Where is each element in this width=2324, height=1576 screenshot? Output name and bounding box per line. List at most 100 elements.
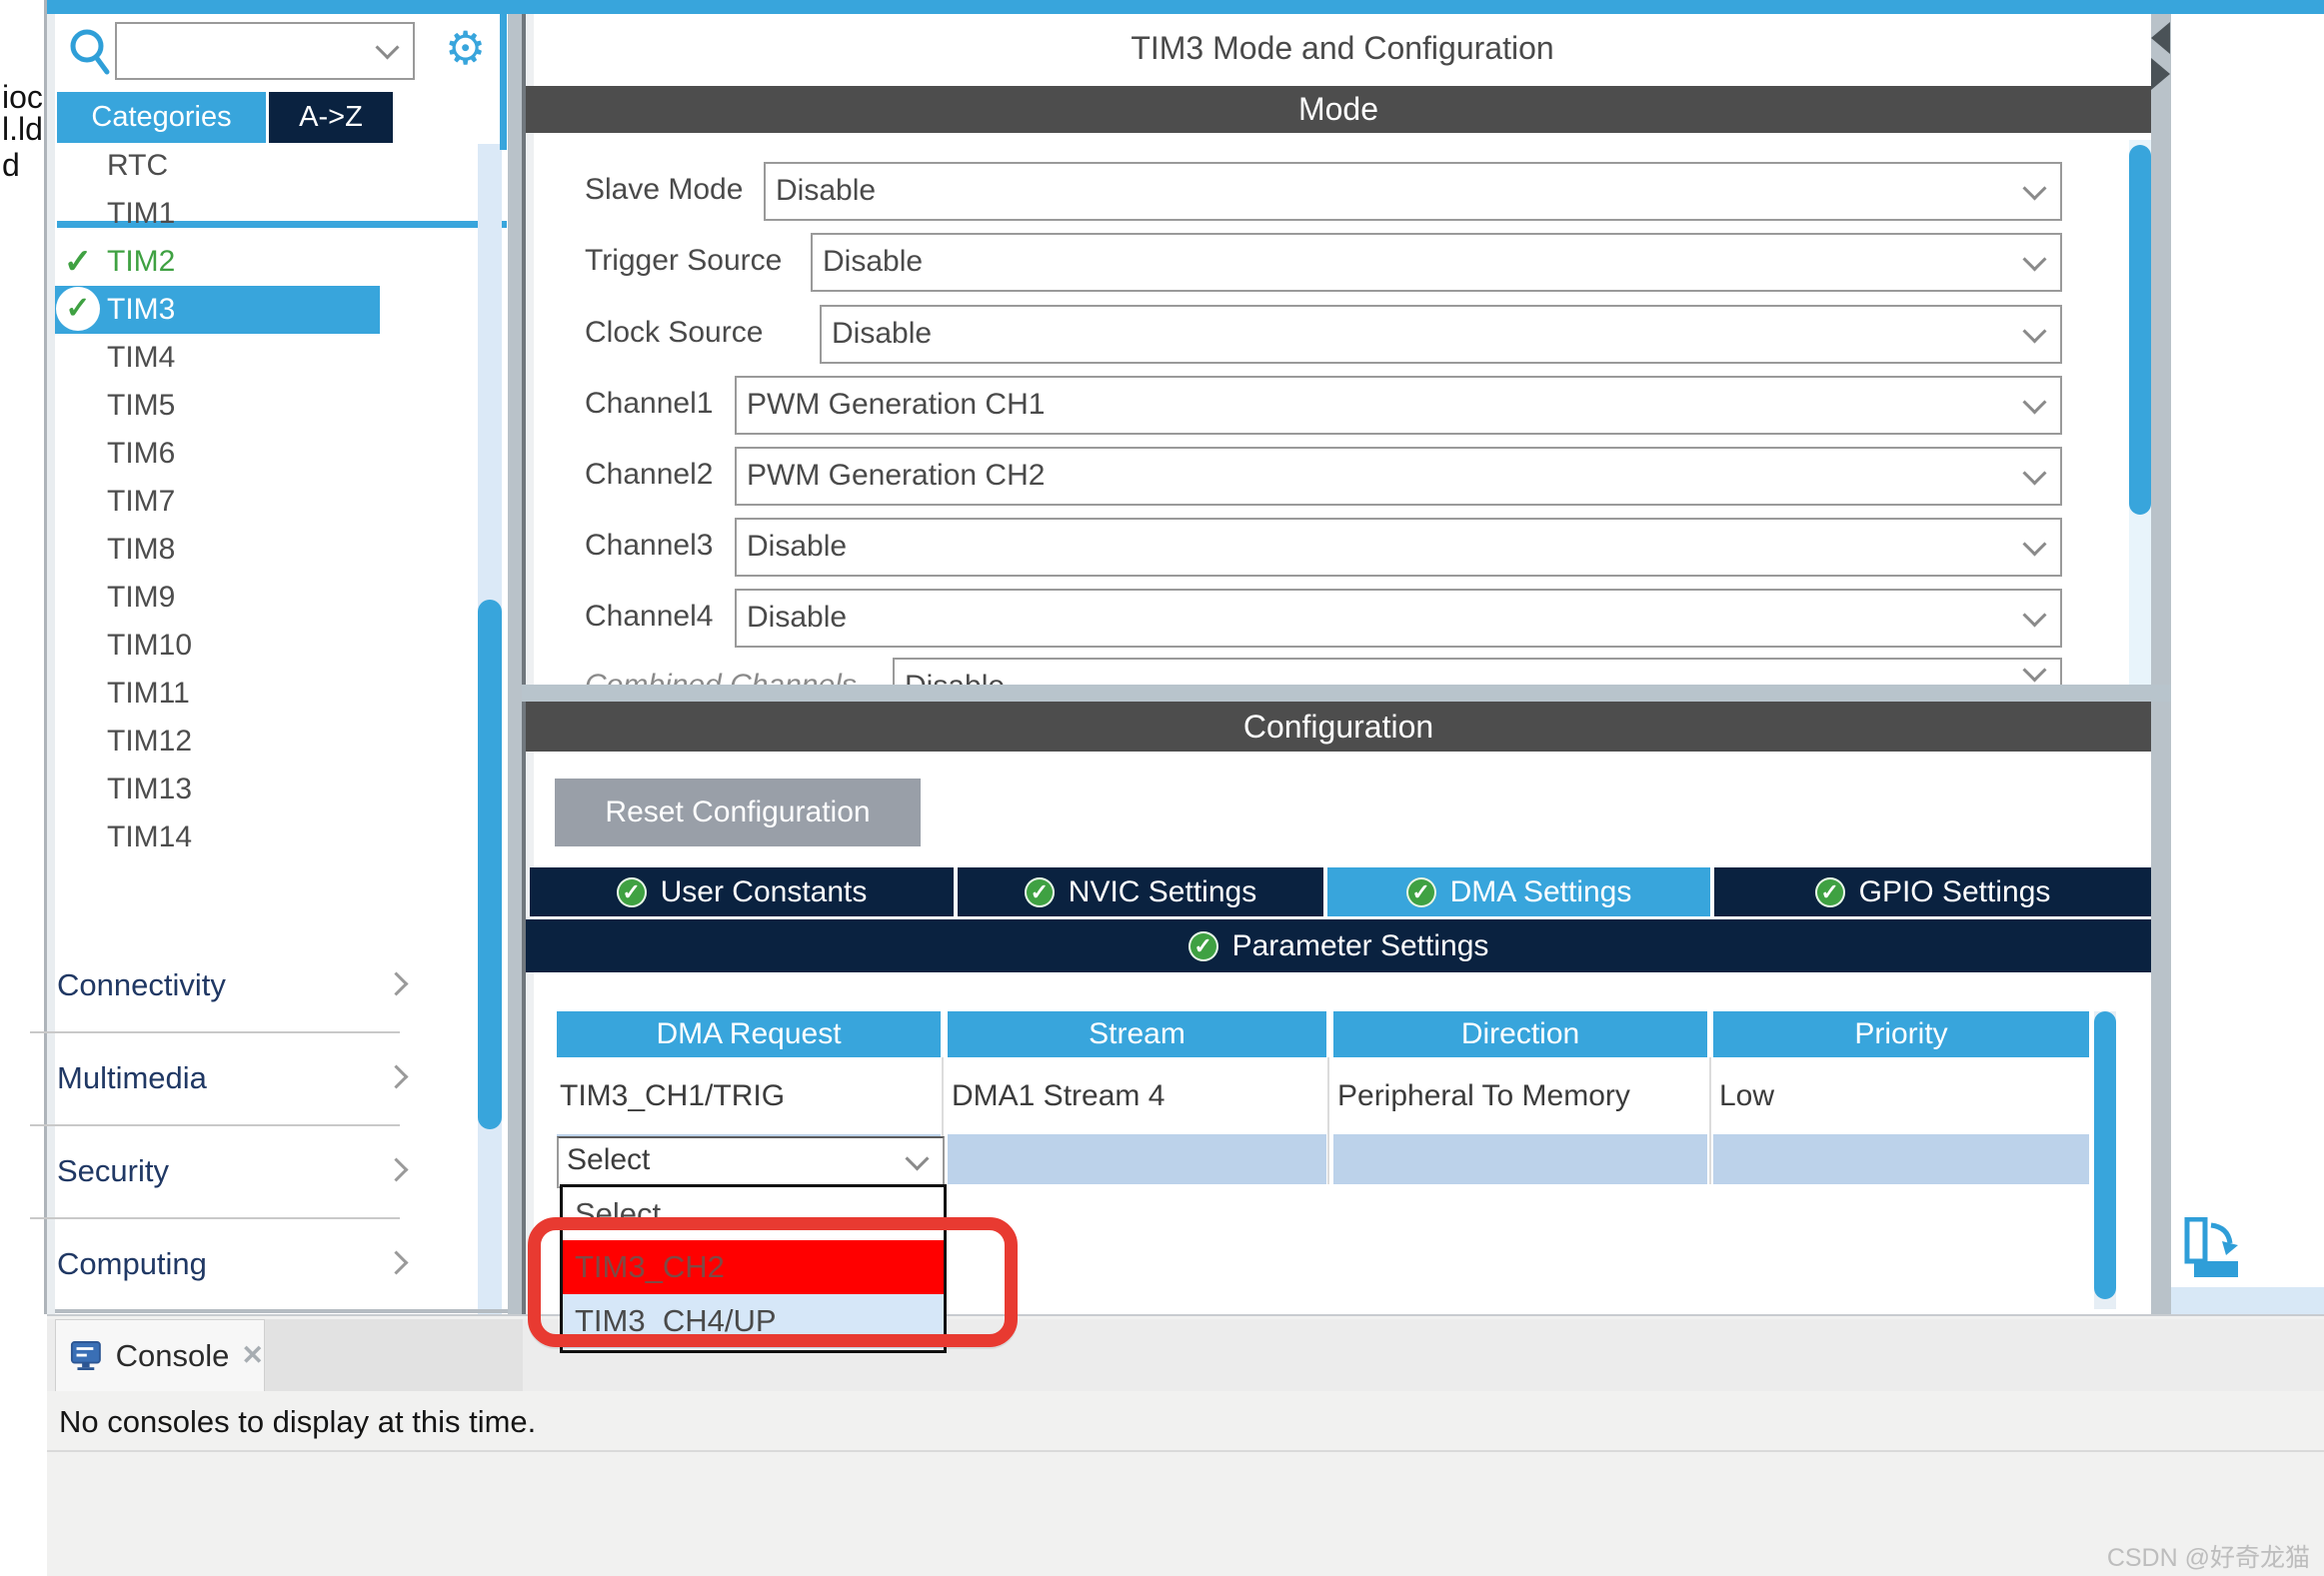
slave-mode-select[interactable]: Disable <box>764 162 2062 221</box>
channel3-label: Channel3 <box>585 529 714 562</box>
page-title: TIM3 Mode and Configuration <box>1131 30 1554 66</box>
clock-source-value: Disable <box>832 317 933 350</box>
sidebar-item-label: TIM2 <box>107 245 176 278</box>
sidebar-item-tim5[interactable]: TIM5 <box>107 389 176 422</box>
dropdown-option-tim3-ch2-highlighted[interactable]: TIM3_CH2 <box>563 1240 944 1294</box>
new-row-cell <box>948 1134 1326 1184</box>
tab-user-constants[interactable]: ✓ User Constants <box>530 867 954 916</box>
tab-categories[interactable]: Categories <box>57 92 266 143</box>
panel-divider <box>44 0 47 1314</box>
sidebar-group-computing[interactable]: Computing <box>30 1240 430 1288</box>
sidebar-item-tim13[interactable]: TIM13 <box>107 773 193 805</box>
explorer-file-fragment: d <box>2 147 20 183</box>
group-divider <box>30 1124 400 1126</box>
configuration-section-header: Configuration <box>526 702 2151 752</box>
new-row-cell <box>1333 1134 1707 1184</box>
dma-request-select-value: Select <box>567 1143 651 1176</box>
sidebar-item-tim6[interactable]: TIM6 <box>107 437 176 470</box>
explorer-file-fragment: l.ld <box>2 111 43 147</box>
sidebar-item-tim12[interactable]: TIM12 <box>107 725 193 758</box>
collapse-left-icon[interactable] <box>2151 22 2170 54</box>
console-tab[interactable]: Console ✕ <box>55 1319 265 1391</box>
dma-request-select[interactable]: Select <box>557 1136 945 1188</box>
mode-scrollbar-thumb[interactable] <box>2129 145 2151 515</box>
slave-mode-value: Disable <box>776 174 877 207</box>
channel4-value: Disable <box>747 601 848 634</box>
channel2-select[interactable]: PWM Generation CH2 <box>735 447 2062 506</box>
table-cell-priority[interactable]: Low <box>1719 1079 1775 1112</box>
peripheral-list: RTC TIM1 ✓ TIM2 ✓ TIM3 TIM4 TIM5 TIM6 TI… <box>55 142 380 861</box>
sidebar-item-tim8[interactable]: TIM8 <box>107 533 176 566</box>
table-cell-stream[interactable]: DMA1 Stream 4 <box>952 1079 1165 1112</box>
group-divider <box>30 1031 400 1033</box>
sidebar-group-multimedia[interactable]: Multimedia <box>30 1054 430 1126</box>
search-input[interactable] <box>115 22 415 80</box>
tab-label: GPIO Settings <box>1858 874 2051 908</box>
trigger-source-label: Trigger Source <box>585 244 783 277</box>
chevron-down-icon <box>2022 245 2048 271</box>
combined-channels-value: Disable <box>905 670 1006 687</box>
main-panel-border <box>522 14 526 1314</box>
pinout-view-edge-panel <box>2171 14 2324 1287</box>
channel3-select[interactable]: Disable <box>735 518 2062 577</box>
chevron-down-icon <box>2022 530 2048 556</box>
column-separator <box>942 1057 944 1184</box>
group-label: Connectivity <box>57 967 226 1002</box>
combined-channels-select[interactable]: Disable <box>893 658 2062 687</box>
close-icon[interactable]: ✕ <box>241 1340 264 1370</box>
sidebar-item-tim2[interactable]: ✓ TIM2 <box>55 238 380 286</box>
reset-configuration-button[interactable]: Reset Configuration <box>555 779 921 846</box>
chevron-down-icon <box>2022 388 2048 414</box>
sidebar-item-tim11[interactable]: TIM11 <box>107 677 190 710</box>
sidebar-item-tim4[interactable]: TIM4 <box>107 341 176 374</box>
table-cell-dma-request[interactable]: TIM3_CH1/TRIG <box>560 1079 786 1112</box>
chevron-down-icon <box>2022 660 2048 682</box>
check-circle-icon: ✓ <box>1187 930 1218 961</box>
rotate-view-icon[interactable] <box>2184 1217 2242 1279</box>
console-panel: Console ✕ No consoles to display at this… <box>47 1314 2324 1576</box>
col-header-direction[interactable]: Direction <box>1333 1011 1707 1057</box>
channel1-select[interactable]: PWM Generation CH1 <box>735 376 2062 435</box>
console-divider <box>47 1450 2324 1452</box>
channel1-value: PWM Generation CH1 <box>747 388 1046 421</box>
chevron-down-icon <box>2022 601 2048 627</box>
gear-icon[interactable]: ⚙ <box>445 22 487 74</box>
col-header-stream[interactable]: Stream <box>948 1011 1326 1057</box>
sidebar-item-tim3-selected[interactable]: ✓ TIM3 <box>55 286 380 334</box>
sidebar-right-border <box>500 14 507 150</box>
sidebar-item-tim7[interactable]: TIM7 <box>107 485 176 518</box>
console-tabstrip-segment <box>265 1319 523 1391</box>
table-cell-direction[interactable]: Peripheral To Memory <box>1337 1079 1630 1112</box>
sidebar-item-tim1[interactable]: TIM1 <box>107 197 176 230</box>
tab-parameter-settings[interactable]: ✓ Parameter Settings <box>526 919 2151 972</box>
console-tab-label: Console <box>115 1337 230 1373</box>
vertical-sash[interactable] <box>508 14 522 1314</box>
channel4-select[interactable]: Disable <box>735 589 2062 648</box>
col-header-dma-request[interactable]: DMA Request <box>557 1011 941 1057</box>
col-header-priority[interactable]: Priority <box>1713 1011 2089 1057</box>
sidebar-group-connectivity[interactable]: Connectivity <box>30 961 430 1033</box>
expand-right-icon[interactable] <box>2151 58 2170 90</box>
sidebar-item-rtc[interactable]: RTC <box>107 149 169 182</box>
clock-source-select[interactable]: Disable <box>820 305 2062 364</box>
tab-nvic-settings[interactable]: ✓ NVIC Settings <box>958 867 1323 916</box>
sidebar-item-label: TIM3 <box>107 293 176 326</box>
check-circle-icon: ✓ <box>1405 876 1436 907</box>
sidebar-group-security[interactable]: Security <box>30 1147 430 1219</box>
sidebar-item-tim9[interactable]: TIM9 <box>107 581 176 614</box>
sidebar-item-tim14[interactable]: TIM14 <box>107 820 193 853</box>
group-divider <box>30 1217 400 1219</box>
section-divider <box>522 685 2171 702</box>
chevron-down-icon[interactable] <box>375 33 401 59</box>
trigger-source-select[interactable]: Disable <box>811 233 2062 292</box>
sidebar-item-tim10[interactable]: TIM10 <box>107 629 193 662</box>
check-circle-icon: ✓ <box>1814 876 1845 907</box>
sidebar-scrollbar-thumb[interactable] <box>478 600 502 1129</box>
tab-dma-settings[interactable]: ✓ DMA Settings <box>1327 867 1710 916</box>
vertical-sash-right[interactable] <box>2151 14 2171 1314</box>
tab-a-to-z[interactable]: A->Z <box>269 92 393 143</box>
table-scrollbar-thumb[interactable] <box>2094 1011 2116 1299</box>
tab-gpio-settings[interactable]: ✓ GPIO Settings <box>1714 867 2151 916</box>
panel-pad <box>47 14 55 1314</box>
